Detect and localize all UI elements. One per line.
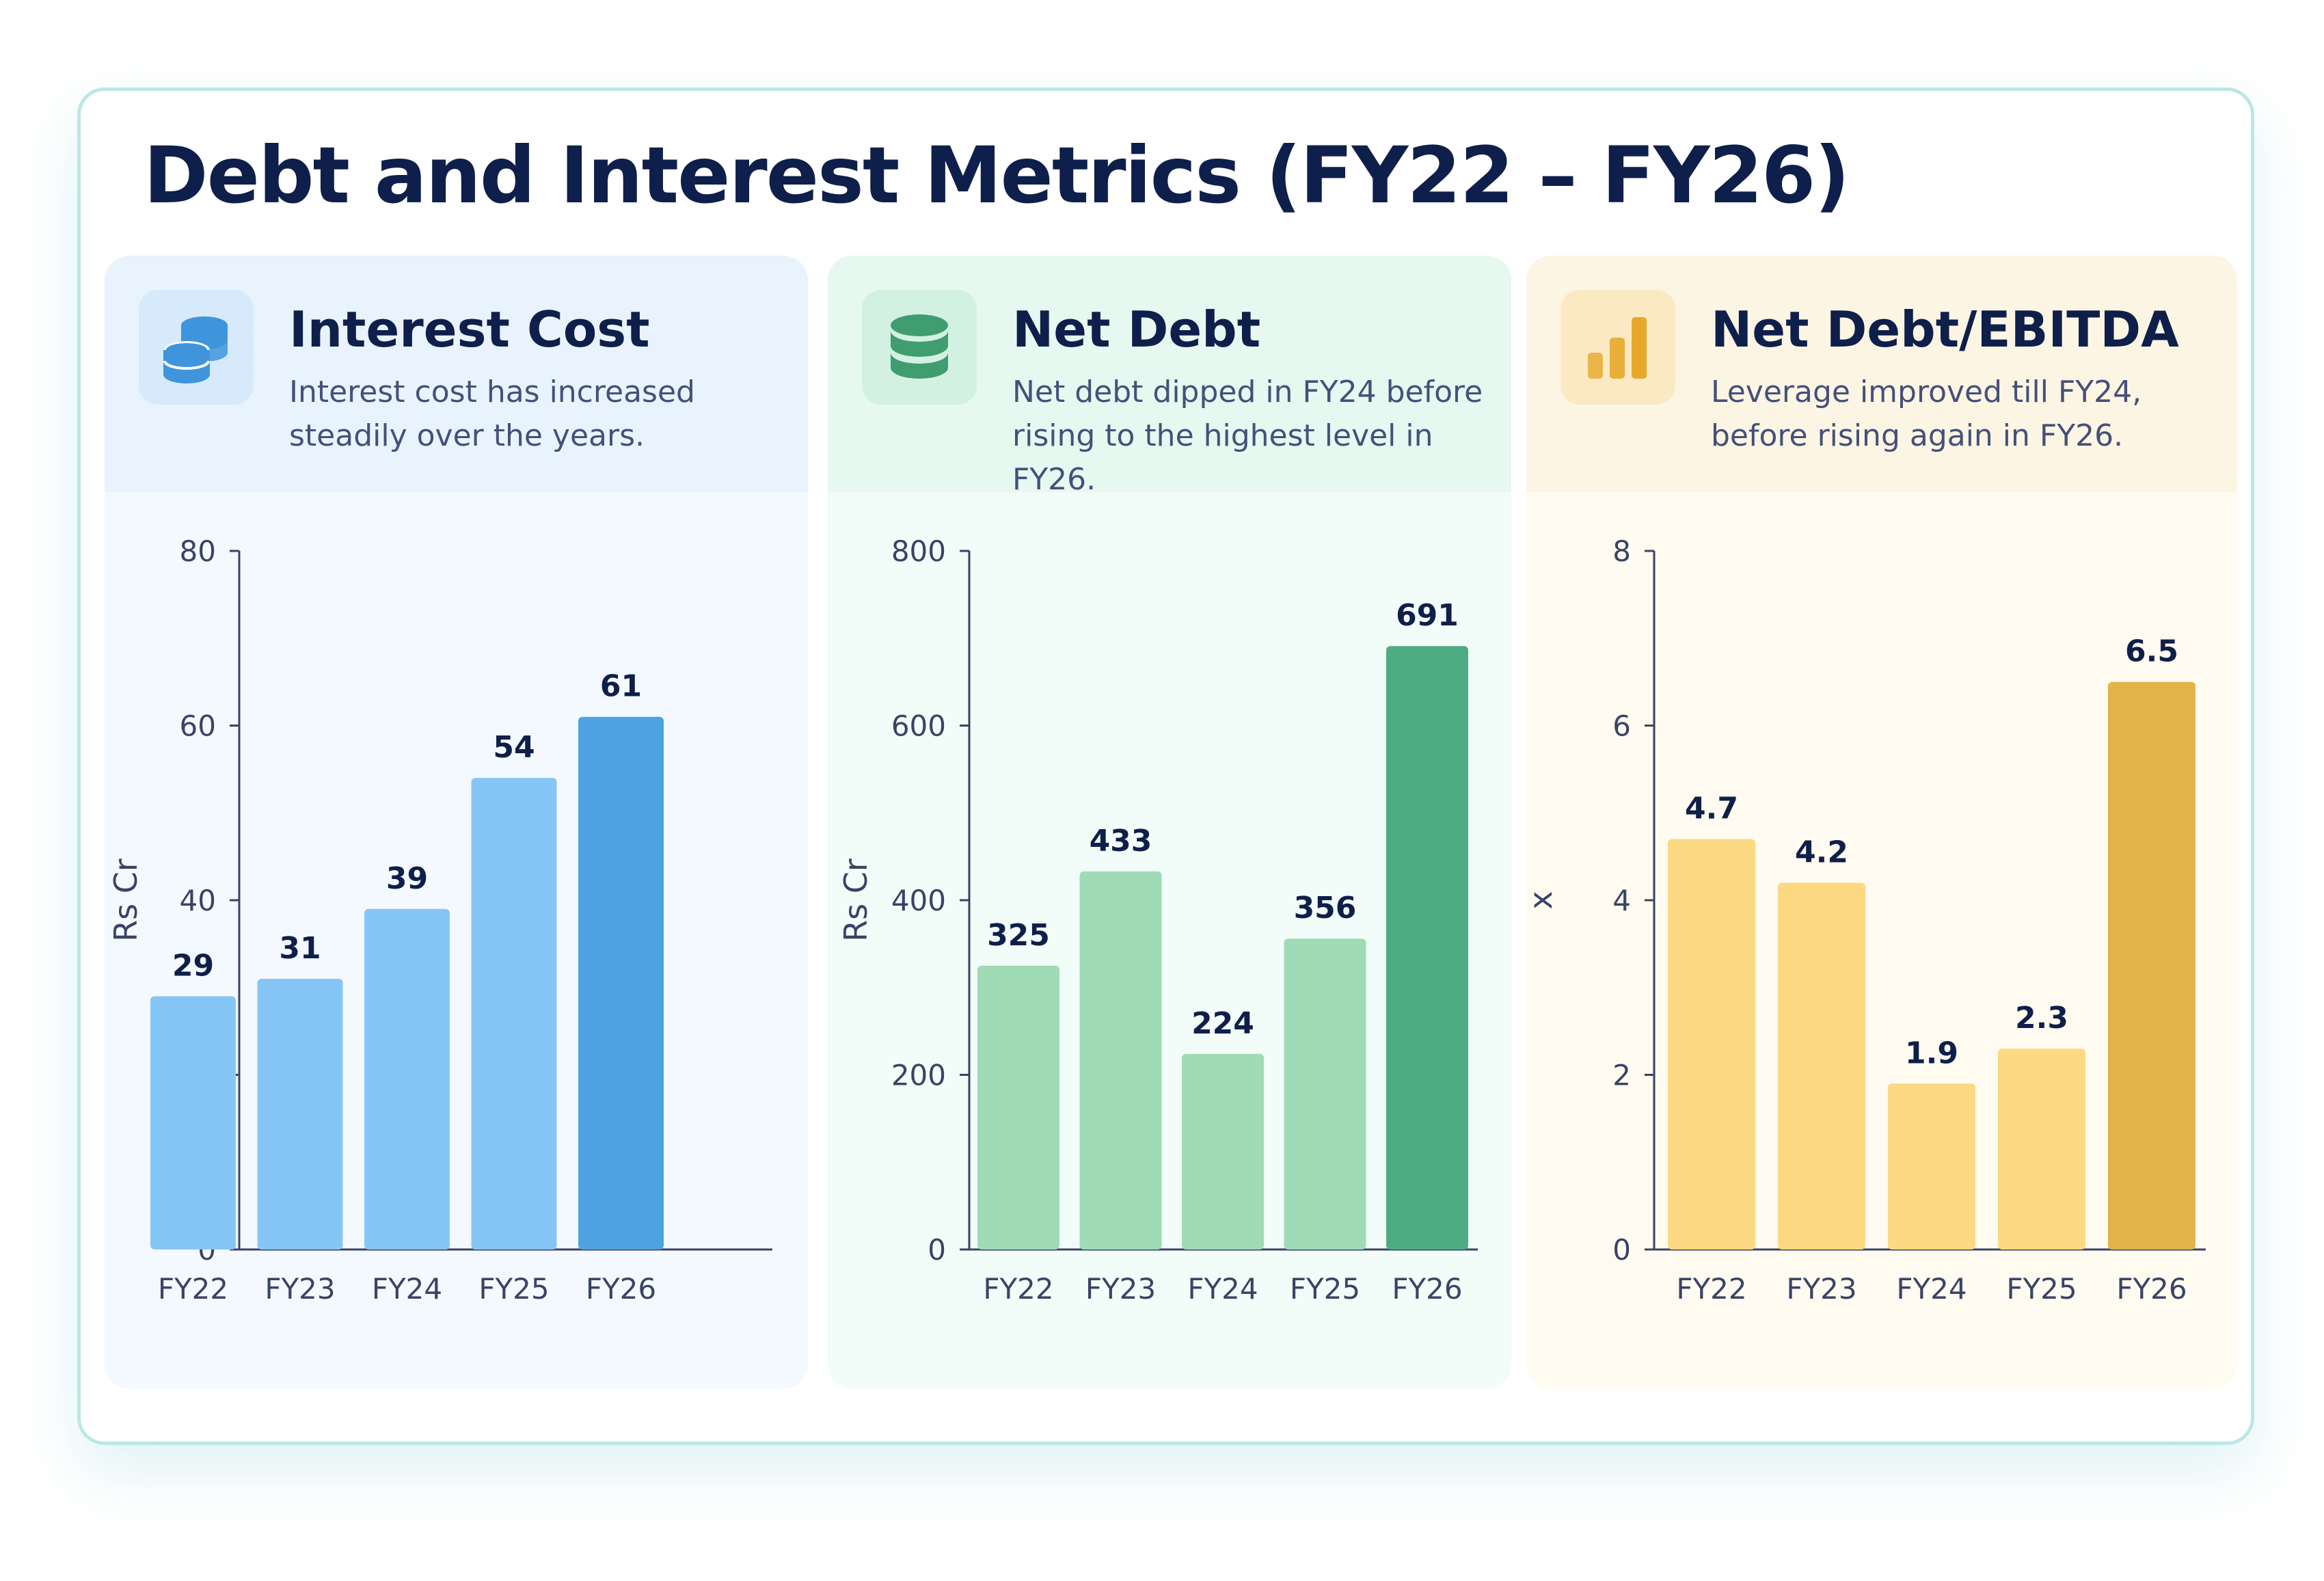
data-label: 1.9 [1905, 1036, 1958, 1070]
bar-fy23 [1778, 882, 1865, 1249]
coins-stack-icon [139, 290, 254, 405]
y-axis-label: Rs Cr [837, 859, 874, 942]
bar-fy24 [1888, 1083, 1975, 1249]
bar-fy22 [1668, 839, 1755, 1249]
y-tick-label: 4 [1612, 884, 1631, 917]
data-label: 6.5 [2125, 634, 2178, 669]
bar-fy25 [1998, 1049, 2085, 1249]
bar-fy26 [578, 716, 664, 1249]
panel-subtitle: Interest cost has increased steadily ove… [289, 375, 695, 453]
data-label: 61 [600, 669, 642, 704]
x-tick-label: FY23 [265, 1272, 335, 1306]
panel-subtitle: Net debt dipped in FY24 before rising to… [1012, 375, 1483, 497]
data-label: 356 [1294, 891, 1357, 925]
data-label: 691 [1396, 598, 1459, 633]
x-tick-label: FY24 [1896, 1272, 1967, 1306]
data-label: 4.7 [1685, 792, 1738, 826]
x-tick-label: FY25 [2006, 1272, 2077, 1306]
y-tick-label: 200 [891, 1059, 946, 1092]
bar-fy26 [1386, 646, 1468, 1249]
panel-title: Interest Cost [289, 301, 650, 358]
x-tick-label: FY22 [983, 1272, 1053, 1306]
panel-subtitle: Leverage improved till FY24, before risi… [1711, 375, 2142, 453]
data-label: 224 [1191, 1006, 1254, 1041]
bar-fy24 [1182, 1053, 1264, 1249]
data-label: 4.2 [1795, 835, 1848, 869]
data-label: 2.3 [2015, 1001, 2068, 1036]
x-tick-label: FY26 [1392, 1272, 1462, 1306]
x-tick-label: FY23 [1786, 1272, 1856, 1306]
bar-fy23 [257, 978, 343, 1249]
bar-fy26 [2108, 681, 2195, 1249]
data-label: 31 [279, 931, 321, 966]
page-title: Debt and Interest Metrics (FY22 – FY26) [144, 130, 1850, 221]
y-tick-label: 80 [180, 535, 216, 568]
data-label: 39 [386, 861, 428, 896]
x-tick-label: FY26 [586, 1272, 656, 1306]
y-axis-label: x [1522, 891, 1559, 909]
y-tick-label: 400 [891, 884, 946, 917]
y-axis-label: Rs Cr [107, 859, 144, 942]
x-tick-label: FY22 [1676, 1272, 1746, 1306]
bar-fy22 [977, 965, 1059, 1249]
x-tick-label: FY25 [1290, 1272, 1360, 1306]
database-icon [862, 290, 977, 405]
x-tick-label: FY25 [478, 1272, 549, 1306]
bar-fy25 [1284, 938, 1366, 1249]
y-tick-label: 600 [891, 710, 946, 743]
x-tick-label: FY23 [1085, 1272, 1156, 1306]
bar-fy23 [1079, 871, 1162, 1249]
y-tick-label: 6 [1612, 710, 1631, 743]
data-label: 325 [987, 918, 1050, 953]
y-tick-label: 800 [891, 535, 946, 568]
y-tick-label: 2 [1612, 1059, 1631, 1092]
y-tick-label: 8 [1612, 535, 1631, 568]
panel-title: Net Debt [1012, 301, 1261, 358]
x-tick-label: FY22 [158, 1272, 228, 1306]
panel-title: Net Debt/EBITDA [1711, 301, 2179, 358]
y-tick-label: 0 [1612, 1233, 1631, 1267]
y-tick-label: 60 [180, 710, 216, 743]
bar-fy22 [150, 996, 236, 1249]
bar-chart-icon [1560, 290, 1675, 405]
data-label: 54 [493, 730, 535, 765]
data-label: 29 [172, 949, 214, 984]
y-tick-label: 40 [180, 884, 216, 917]
bar-fy24 [364, 908, 450, 1249]
x-tick-label: FY24 [1187, 1272, 1258, 1306]
bar-fy25 [471, 778, 557, 1249]
x-tick-label: FY24 [372, 1272, 442, 1306]
x-tick-label: FY26 [2116, 1272, 2187, 1306]
data-label: 433 [1090, 824, 1152, 859]
y-tick-label: 0 [928, 1233, 946, 1267]
